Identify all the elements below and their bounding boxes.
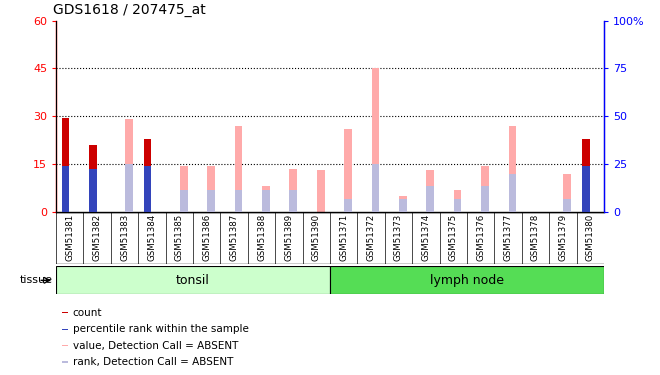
Bar xyxy=(317,170,325,212)
Text: value, Detection Call = ABSENT: value, Detection Call = ABSENT xyxy=(73,340,238,351)
Text: GSM51385: GSM51385 xyxy=(175,213,184,261)
Bar xyxy=(144,139,151,212)
Bar xyxy=(582,139,589,212)
Bar xyxy=(509,126,516,212)
Bar xyxy=(399,196,407,212)
Bar xyxy=(481,166,489,212)
Bar xyxy=(180,190,187,212)
Bar xyxy=(61,312,69,314)
Text: GSM51378: GSM51378 xyxy=(531,213,540,261)
Text: GSM51375: GSM51375 xyxy=(449,213,458,261)
Bar xyxy=(61,328,69,330)
Text: GSM51383: GSM51383 xyxy=(120,213,129,261)
Text: GSM51376: GSM51376 xyxy=(476,213,485,261)
Text: GSM51389: GSM51389 xyxy=(284,213,294,261)
Text: GSM51380: GSM51380 xyxy=(585,213,595,261)
Bar xyxy=(56,266,330,294)
Bar xyxy=(481,186,489,212)
Text: GSM51372: GSM51372 xyxy=(366,213,376,261)
Text: tissue: tissue xyxy=(20,275,53,285)
Text: GSM51373: GSM51373 xyxy=(394,213,403,261)
Bar xyxy=(454,199,461,212)
Bar xyxy=(509,174,516,212)
Bar xyxy=(426,186,434,212)
Bar xyxy=(330,266,604,294)
Bar xyxy=(125,119,133,212)
Bar xyxy=(426,170,434,212)
Text: GSM51371: GSM51371 xyxy=(339,213,348,261)
Bar xyxy=(345,199,352,212)
Text: GSM51381: GSM51381 xyxy=(65,213,75,261)
Bar xyxy=(61,345,69,346)
Bar xyxy=(89,145,96,212)
Bar xyxy=(262,190,270,212)
Text: GSM51387: GSM51387 xyxy=(230,213,239,261)
Text: lymph node: lymph node xyxy=(430,274,504,287)
Bar xyxy=(564,199,571,212)
Bar xyxy=(290,169,297,212)
Bar xyxy=(235,190,242,212)
Text: count: count xyxy=(73,308,102,318)
Bar xyxy=(372,68,380,212)
Bar xyxy=(399,199,407,212)
Text: GSM51386: GSM51386 xyxy=(202,213,211,261)
Text: GSM51384: GSM51384 xyxy=(147,213,156,261)
Bar xyxy=(144,166,151,212)
Bar xyxy=(582,166,589,212)
Bar xyxy=(372,164,380,212)
Bar xyxy=(61,362,69,363)
Text: GSM51374: GSM51374 xyxy=(421,213,430,261)
Text: percentile rank within the sample: percentile rank within the sample xyxy=(73,324,249,334)
Bar xyxy=(290,190,297,212)
Text: GDS1618 / 207475_at: GDS1618 / 207475_at xyxy=(53,3,206,17)
Text: GSM51390: GSM51390 xyxy=(312,213,321,261)
Bar xyxy=(125,164,133,212)
Text: tonsil: tonsil xyxy=(176,274,210,287)
Text: rank, Detection Call = ABSENT: rank, Detection Call = ABSENT xyxy=(73,357,233,367)
Text: GSM51382: GSM51382 xyxy=(92,213,102,261)
Bar xyxy=(262,186,270,212)
Bar xyxy=(61,118,69,212)
Text: GSM51379: GSM51379 xyxy=(558,213,568,261)
Bar xyxy=(61,166,69,212)
Text: GSM51388: GSM51388 xyxy=(257,213,266,261)
Bar xyxy=(454,190,461,212)
Bar xyxy=(207,190,215,212)
Bar xyxy=(235,126,242,212)
Bar xyxy=(345,129,352,212)
Bar xyxy=(89,169,96,212)
Text: GSM51377: GSM51377 xyxy=(504,213,513,261)
Bar xyxy=(180,166,187,212)
Bar xyxy=(564,174,571,212)
Bar xyxy=(207,166,215,212)
